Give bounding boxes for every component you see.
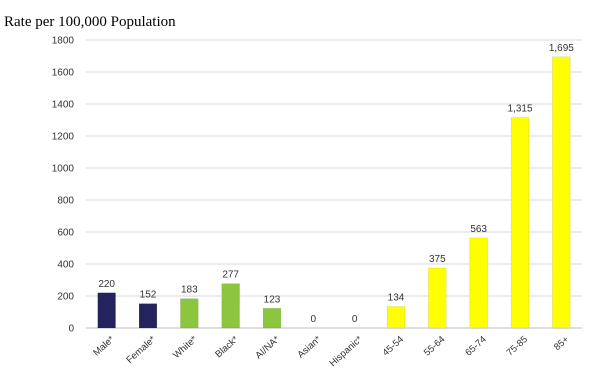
y-tick-label: 400 [57, 260, 74, 271]
y-axis-ticks: 0 200 400 600 800 1000 1200 1400 1600 1800 [52, 36, 75, 335]
data-label: 152 [140, 290, 157, 301]
x-tick-label: Black* [213, 334, 241, 360]
bar-55-64 [428, 267, 447, 329]
data-label: 0 [352, 314, 358, 325]
y-tick-label: 600 [57, 228, 74, 239]
data-label: 134 [388, 293, 405, 304]
x-tick-label: Female* [124, 334, 158, 366]
bar-ai-na [262, 308, 282, 329]
x-tick-label: 85+ [552, 334, 572, 353]
x-tick-label: Asian* [296, 334, 324, 361]
y-tick-label: 800 [57, 196, 74, 207]
data-label: 1,695 [549, 43, 574, 54]
y-axis-label: Rate per 100,000 Population [4, 14, 176, 30]
y-tick-label: 1200 [52, 132, 75, 143]
x-tick-label: 65-74 [463, 334, 488, 358]
data-label: 277 [222, 270, 239, 281]
y-tick-label: 1800 [52, 36, 75, 47]
y-tick-label: 1600 [52, 68, 75, 79]
bars [97, 56, 571, 329]
bar-65-74 [469, 237, 488, 329]
data-label: 183 [181, 285, 198, 296]
data-label: 0 [311, 314, 317, 325]
data-label: 220 [98, 279, 115, 290]
x-tick-label: 55-64 [422, 334, 447, 358]
y-tick-label: 1400 [52, 100, 75, 111]
bar-black [221, 283, 240, 329]
bar-85 [552, 56, 571, 329]
data-label: 1,315 [507, 104, 532, 115]
bar-male [97, 292, 116, 329]
bar-female [138, 303, 158, 329]
data-label: 375 [429, 254, 446, 265]
x-tick-label: 45-54 [381, 334, 406, 358]
y-tick-label: 0 [68, 324, 74, 335]
x-tick-label: 75-85 [505, 334, 530, 358]
data-labels: 220 152 183 277 123 0 0 134 375 563 1,315 1,695 [98, 43, 574, 325]
bar-75-85 [510, 117, 530, 329]
data-label: 563 [470, 224, 487, 235]
x-tick-label: Male* [91, 334, 117, 359]
data-label: 123 [264, 294, 281, 305]
x-tick-label: White* [171, 334, 199, 361]
bar-45-54 [386, 306, 406, 329]
x-axis-categories: Male* Female* White* Black* AI/NA* Asian* Hisp… [91, 334, 572, 369]
y-tick-label: 1000 [52, 164, 75, 175]
x-tick-label: AI/NA* [253, 334, 282, 361]
x-tick-label: Hispanic* [327, 334, 364, 368]
bar-white [180, 298, 199, 329]
y-tick-label: 200 [57, 292, 74, 303]
gridlines [86, 39, 582, 329]
